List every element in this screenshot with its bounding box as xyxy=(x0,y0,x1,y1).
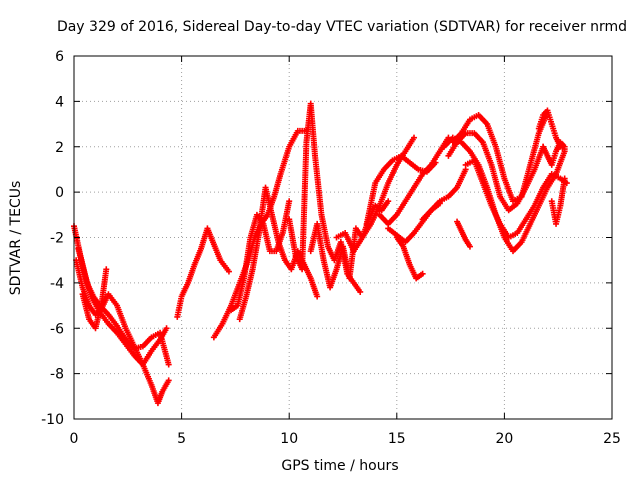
y-tick-label: -8 xyxy=(50,367,64,383)
y-tick-label: 6 xyxy=(55,49,64,65)
data-point xyxy=(163,325,170,332)
x-tick-label: 15 xyxy=(388,431,406,447)
data-point xyxy=(314,293,321,300)
x-tick-label: 0 xyxy=(70,431,79,447)
y-tick-label: -2 xyxy=(50,231,64,247)
x-tick-label: 20 xyxy=(495,431,513,447)
data-point xyxy=(561,175,568,182)
y-tick-label: 4 xyxy=(55,94,64,110)
data-point xyxy=(165,361,172,368)
x-tick-label: 10 xyxy=(280,431,298,447)
data-point xyxy=(165,377,172,384)
data-point xyxy=(103,266,110,273)
y-tick-label: -4 xyxy=(50,276,64,292)
data-points-layer xyxy=(71,100,570,407)
y-axis-label: SDTVAR / TECUs xyxy=(8,181,24,296)
y-tick-label: 0 xyxy=(55,185,64,201)
data-point xyxy=(286,198,293,205)
data-point xyxy=(385,198,392,205)
y-tick-label: -6 xyxy=(50,321,64,337)
x-tick-label: 25 xyxy=(603,431,621,447)
y-tick-label: 2 xyxy=(55,140,64,156)
data-point xyxy=(357,288,364,295)
data-point xyxy=(561,143,568,150)
data-point xyxy=(436,200,443,207)
grid-layer xyxy=(74,56,612,419)
data-point xyxy=(419,270,426,277)
x-tick-labels: 0 5 10 15 20 25 xyxy=(70,431,621,447)
y-tick-label: -10 xyxy=(41,412,64,428)
data-point xyxy=(411,134,418,141)
data-point xyxy=(225,268,232,275)
data-point xyxy=(466,243,473,250)
chart-title: Day 329 of 2016, Sidereal Day-to-day VTE… xyxy=(57,19,627,35)
y-tick-labels: -10 -8 -6 -4 -2 0 2 4 6 xyxy=(41,49,64,428)
ticks-layer xyxy=(73,55,613,420)
x-tick-label: 5 xyxy=(177,431,186,447)
x-axis-label: GPS time / hours xyxy=(281,458,398,474)
